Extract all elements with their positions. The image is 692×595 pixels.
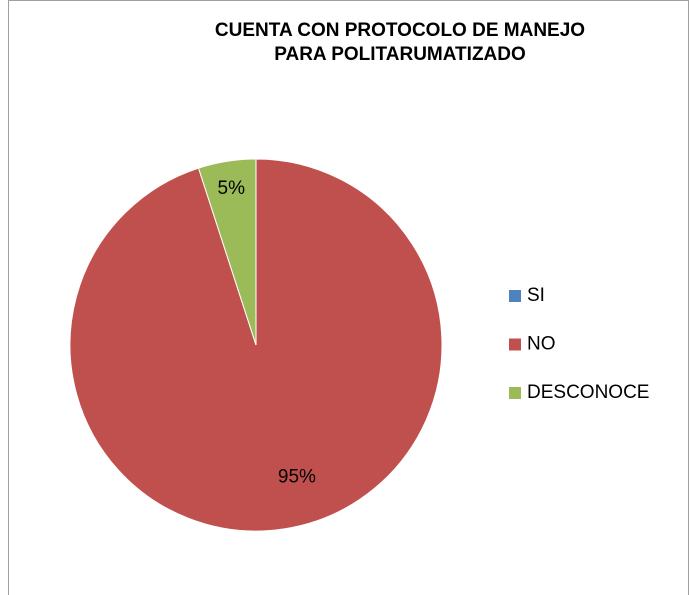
legend-swatch [509, 338, 521, 351]
chart-title: PARA POLITARUMATIZADO [274, 44, 526, 65]
data-label: 5% [218, 178, 246, 199]
legend-label: SI [527, 285, 545, 306]
legend-swatch [509, 387, 521, 399]
pie-slice [197, 158, 257, 346]
chart-title: CUENTA CON PROTOCOLO DE MANEJO [215, 20, 585, 41]
legend-label: DESCONOCE [527, 382, 649, 403]
legend-swatch [509, 290, 521, 302]
legend-label: NO [527, 334, 556, 355]
data-label: 95% [278, 466, 316, 487]
